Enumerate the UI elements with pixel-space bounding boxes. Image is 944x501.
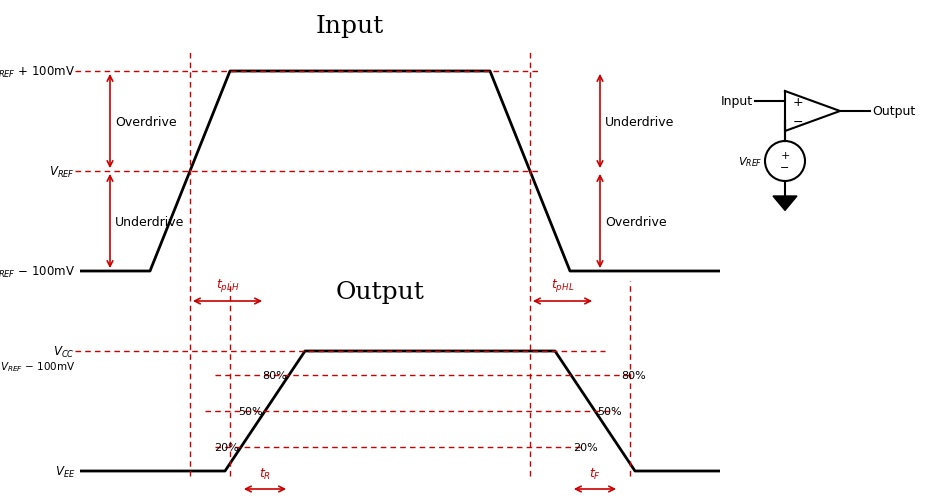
Polygon shape [773, 196, 797, 211]
Text: $V_{EE}$: $V_{EE}$ [55, 463, 75, 478]
Text: $V_{CC}$: $V_{CC}$ [54, 344, 75, 359]
Text: 50%: 50% [239, 406, 263, 416]
Text: $t_F$: $t_F$ [589, 466, 601, 481]
Text: 20%: 20% [214, 442, 239, 452]
Text: $V_{REF}$ + 100mV: $V_{REF}$ + 100mV [0, 64, 75, 79]
Text: 20%: 20% [573, 442, 598, 452]
Text: Input: Input [721, 95, 753, 108]
Text: $t_{pHL}$: $t_{pHL}$ [550, 277, 574, 294]
Text: $t_{pLH}$: $t_{pLH}$ [215, 277, 240, 294]
Text: Output: Output [872, 105, 916, 118]
Text: Input: Input [316, 16, 384, 39]
Text: +: + [781, 151, 790, 161]
Text: $V_{REF}$ − 100mV: $V_{REF}$ − 100mV [0, 359, 75, 373]
Text: $V_{REF}$: $V_{REF}$ [49, 164, 75, 179]
Text: $V_{REF}$: $V_{REF}$ [737, 155, 762, 168]
Text: Output: Output [335, 280, 425, 303]
Text: Overdrive: Overdrive [115, 115, 177, 128]
Text: 50%: 50% [597, 406, 622, 416]
Text: 80%: 80% [262, 370, 287, 380]
Text: $V_{REF}$ − 100mV: $V_{REF}$ − 100mV [0, 264, 75, 279]
Text: +: + [793, 95, 803, 108]
Text: $t_R$: $t_R$ [259, 466, 271, 481]
Text: 80%: 80% [621, 370, 646, 380]
Text: Overdrive: Overdrive [605, 215, 666, 228]
Text: −: − [793, 115, 803, 128]
Text: −: − [781, 163, 790, 173]
Text: Underdrive: Underdrive [605, 115, 674, 128]
Text: Underdrive: Underdrive [115, 215, 184, 228]
